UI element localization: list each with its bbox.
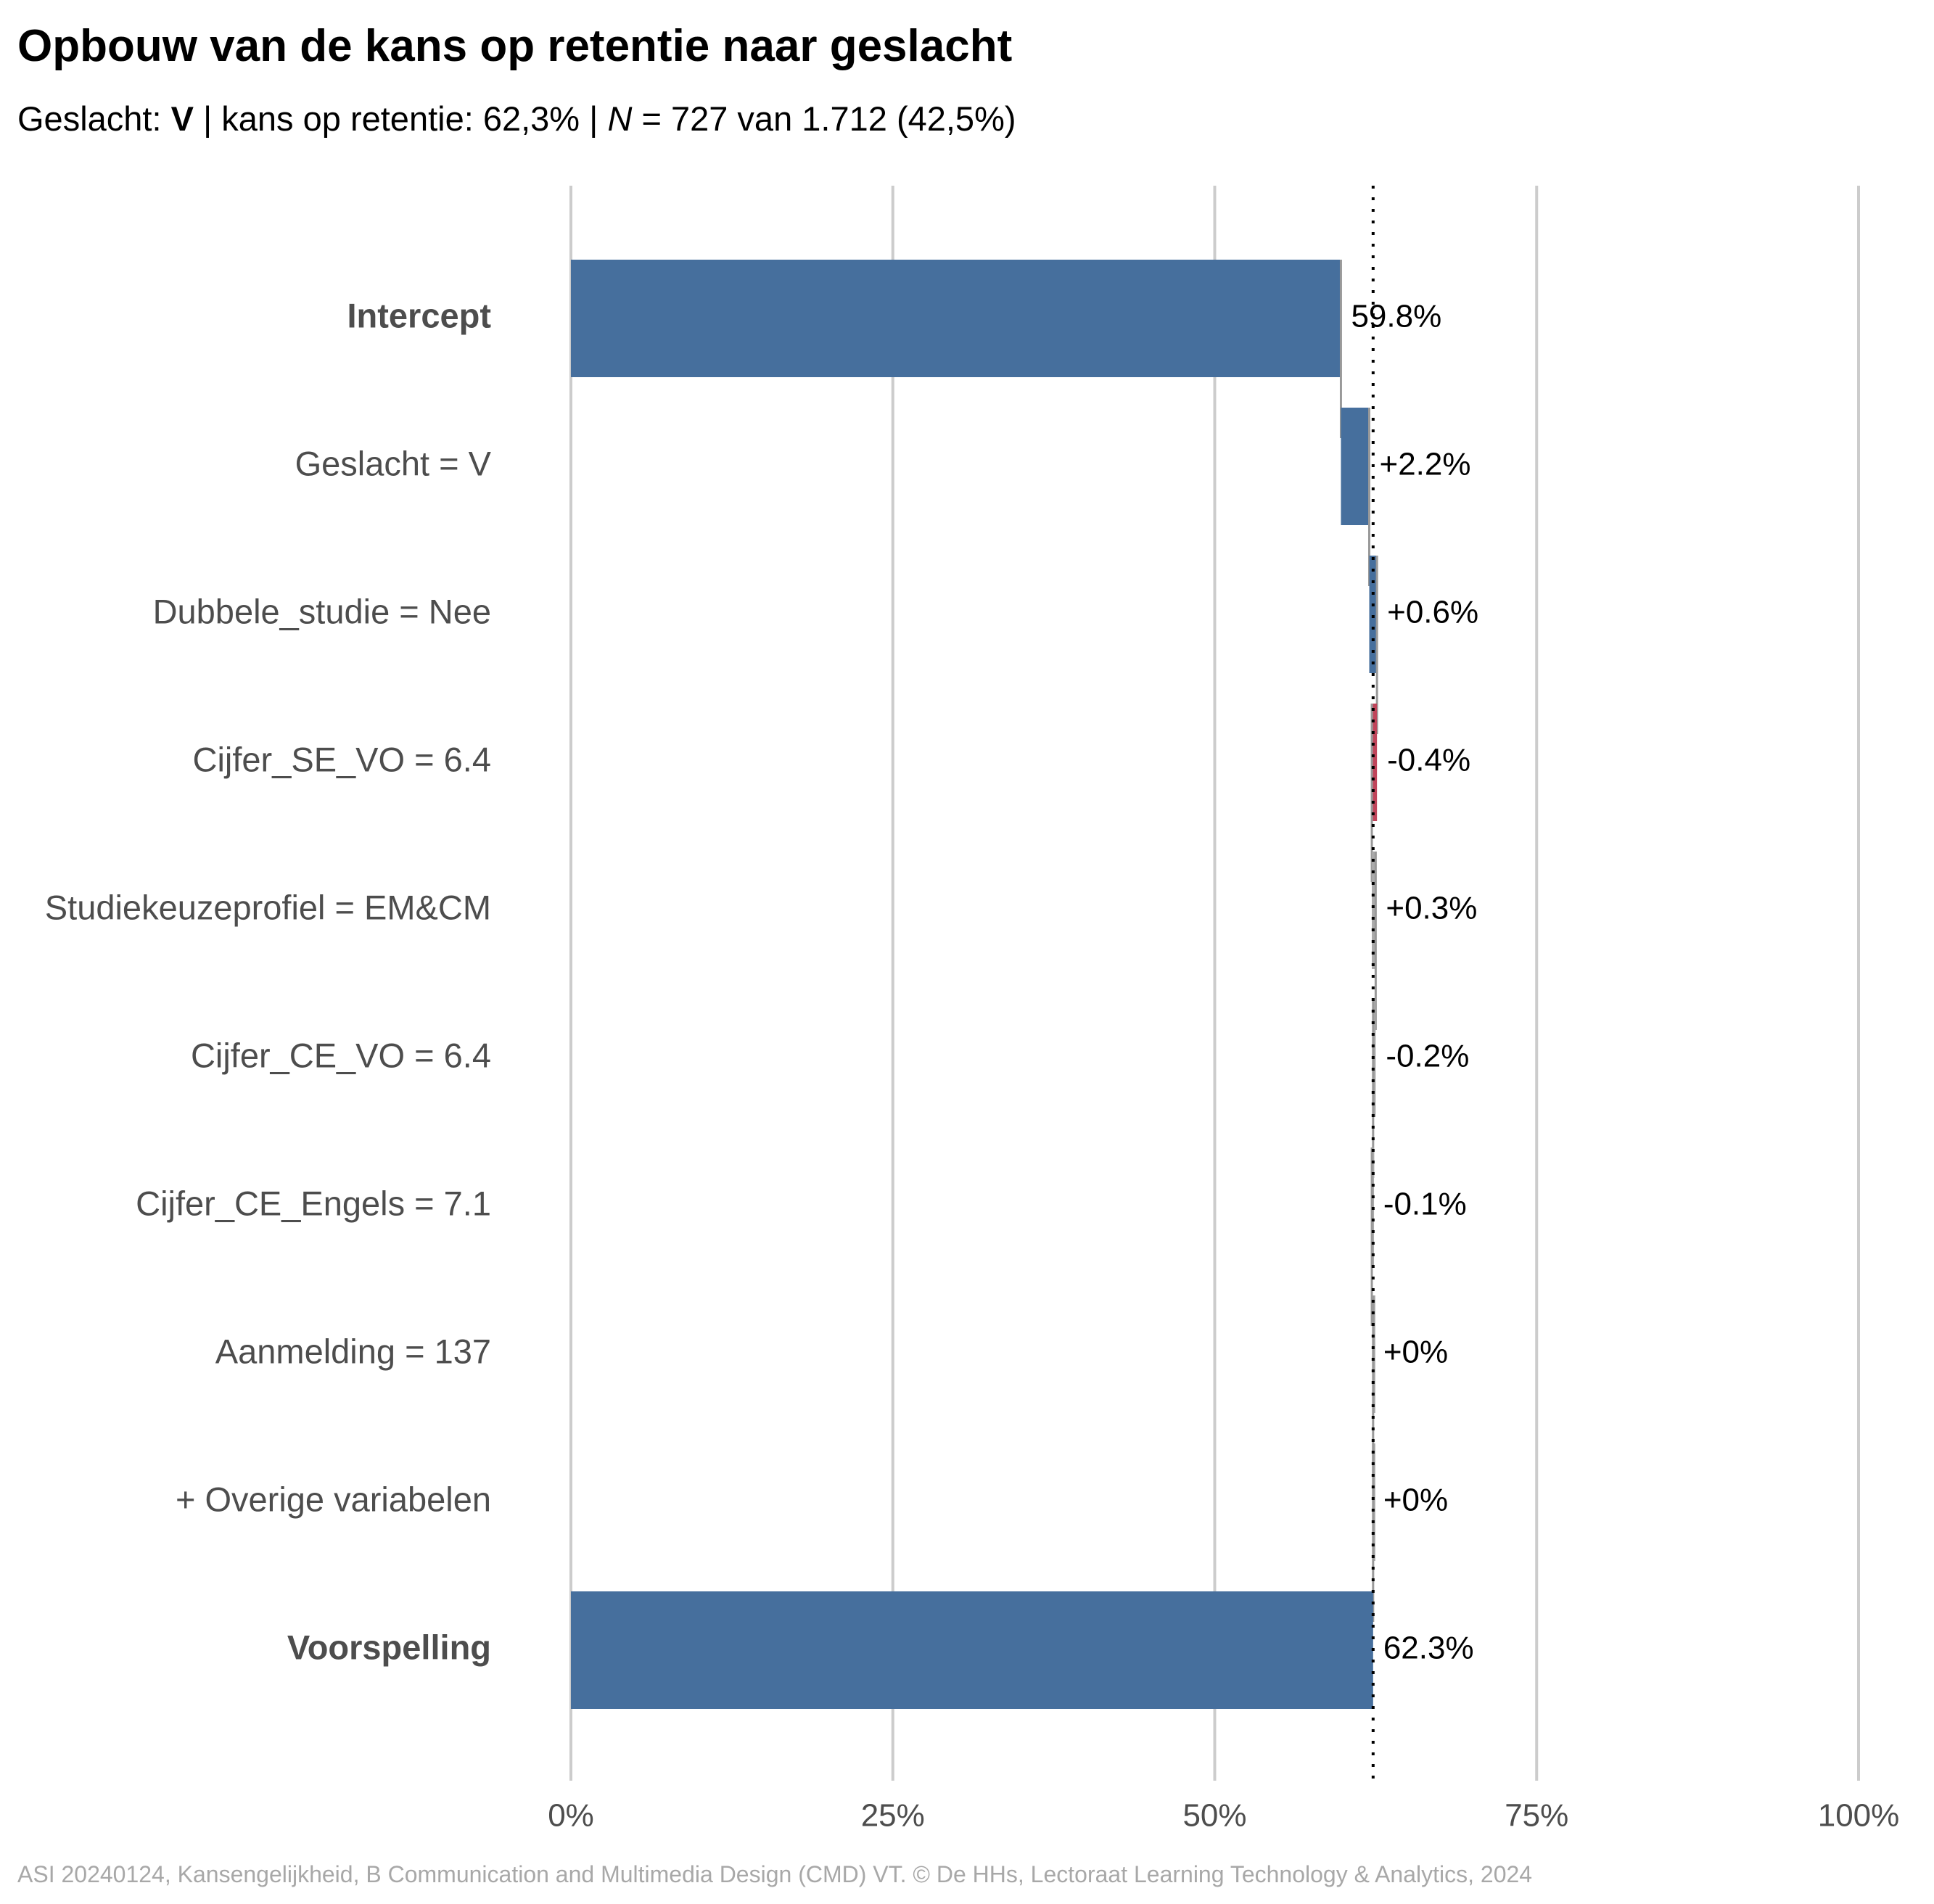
value-label: +2.2% <box>1380 447 1471 482</box>
value-label: 59.8% <box>1351 299 1441 334</box>
bar <box>1372 852 1376 969</box>
subtitle-prefix: Geslacht: <box>17 99 171 138</box>
x-tick-label: 100% <box>1818 1798 1900 1834</box>
chart-subtitle: Geslacht: V | kans op retentie: 62,3% | … <box>17 99 1016 139</box>
value-label: -0.2% <box>1386 1039 1469 1074</box>
category-label: Intercept <box>347 296 492 334</box>
labels: Intercept 59.8% Geslacht = V +2.2% Dubbele_s… <box>45 296 1478 1666</box>
category-label: Cijfer_CE_VO = 6.4 <box>191 1036 491 1074</box>
subtitle-group: V <box>170 99 194 138</box>
bar <box>571 1591 1373 1709</box>
category-label: Voorspelling <box>287 1628 491 1666</box>
subtitle-n-text: = 727 van 1.712 (42,5%) <box>632 99 1016 138</box>
value-label: 62.3% <box>1383 1631 1474 1666</box>
subtitle-n-symbol: N <box>607 99 633 138</box>
category-label: Cijfer_SE_VO = 6.4 <box>193 740 491 778</box>
category-label: + Overige variabelen <box>176 1480 491 1518</box>
grid-lines <box>569 186 1860 1781</box>
bars <box>571 260 1378 1709</box>
bar <box>571 260 1341 377</box>
value-label: +0% <box>1383 1335 1448 1370</box>
value-label: +0% <box>1383 1483 1448 1518</box>
bar <box>1369 556 1378 673</box>
category-label: Studiekeuzeprofiel = EM&CM <box>45 888 491 926</box>
chart-title: Opbouw van de kans op retentie naar gesl… <box>17 21 1013 71</box>
subtitle-middle: | kans op retentie: 62,3% | <box>193 99 608 138</box>
value-label: -0.4% <box>1387 743 1470 778</box>
chart-caption: ASI 20240124, Kansengelijkheid, B Commun… <box>17 1861 1533 1887</box>
category-label: Cijfer_CE_Engels = 7.1 <box>136 1184 491 1222</box>
x-tick-label: 75% <box>1505 1798 1568 1834</box>
bar <box>1341 408 1370 525</box>
value-label: +0.6% <box>1387 595 1478 630</box>
x-tick-label: 25% <box>861 1798 925 1834</box>
x-axis-ticks: 0% 25% 50% 75% 100% <box>548 1798 1899 1834</box>
value-label: -0.1% <box>1383 1187 1467 1222</box>
category-label: Geslacht = V <box>295 444 492 482</box>
x-tick-label: 0% <box>548 1798 594 1834</box>
bar <box>1372 704 1378 821</box>
category-label: Aanmelding = 137 <box>215 1332 491 1370</box>
category-label: Dubbele_studie = Nee <box>153 592 491 630</box>
x-tick-label: 50% <box>1182 1798 1246 1834</box>
value-label: +0.3% <box>1386 891 1477 926</box>
